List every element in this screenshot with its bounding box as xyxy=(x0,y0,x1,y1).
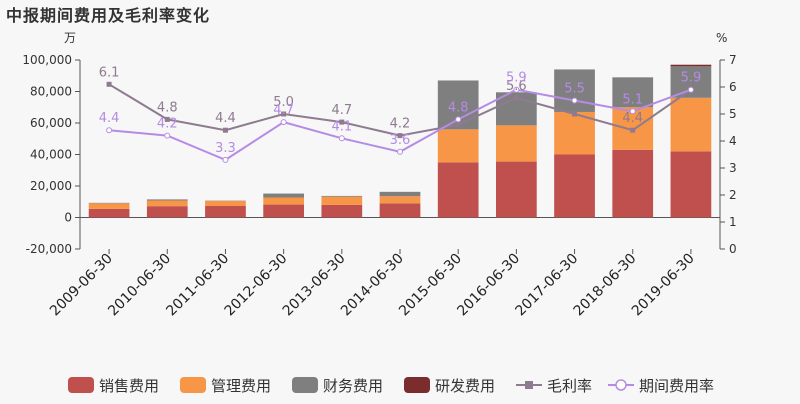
y-right-tick-label: 6 xyxy=(729,80,737,94)
bar-segment xyxy=(321,196,362,197)
legend-swatch xyxy=(404,377,430,393)
data-label: 4.2 xyxy=(157,117,178,132)
data-label: 5.5 xyxy=(564,82,585,97)
legend-item: 财务费用 xyxy=(292,377,383,395)
chart-title: 中报期间费用及毛利率变化 xyxy=(6,2,210,26)
bar-segment xyxy=(671,65,712,67)
bar-segment xyxy=(438,162,479,217)
legend-label: 研发费用 xyxy=(435,377,495,395)
legend-swatch xyxy=(180,377,206,393)
bar-segment xyxy=(89,203,130,209)
data-label: 4.1 xyxy=(331,119,352,134)
y-left-tick-label: 20,000 xyxy=(30,179,72,193)
y-left-tick-label: 40,000 xyxy=(30,148,72,162)
legend-item: 期间费用率 xyxy=(608,377,714,395)
bar-segment xyxy=(438,129,479,162)
y-left-unit: 万 xyxy=(64,31,76,45)
y-right-tick-label: 2 xyxy=(729,188,737,202)
legend-item: 管理费用 xyxy=(180,377,271,395)
y-right-tick-label: 1 xyxy=(729,215,737,229)
data-label: 3.3 xyxy=(215,141,236,156)
data-label: 4.2 xyxy=(390,117,411,132)
x-tick-label: 2019-06-30 xyxy=(629,251,698,320)
y-right-tick-label: 7 xyxy=(729,53,737,67)
y-right-tick-label: 3 xyxy=(729,161,737,175)
bar-segment xyxy=(263,205,304,218)
data-label: 4.7 xyxy=(331,103,352,118)
line-point xyxy=(572,98,577,103)
line-point xyxy=(281,120,286,125)
data-label: 4.8 xyxy=(157,100,178,115)
bar-segment xyxy=(89,209,130,218)
line-point xyxy=(165,133,170,138)
line-point xyxy=(339,136,344,141)
data-label: 4.8 xyxy=(448,100,469,115)
y-right-tick-label: 0 xyxy=(729,242,737,256)
legend: 销售费用 管理费用 财务费用 研发费用 毛利率 期间费用率 xyxy=(68,377,714,395)
line-point xyxy=(398,149,403,154)
bar-segment xyxy=(205,206,246,217)
legend-item: 销售费用 xyxy=(68,377,159,395)
bar-segment xyxy=(263,197,304,204)
legend-label: 毛利率 xyxy=(547,377,592,395)
bar-segment xyxy=(612,150,653,218)
line-point xyxy=(107,128,112,133)
legend-item: 毛利率 xyxy=(516,377,592,395)
bar-segment xyxy=(147,206,188,217)
data-label: 4.4 xyxy=(215,111,236,126)
legend-label: 期间费用率 xyxy=(639,377,714,395)
bar-segment xyxy=(147,200,188,206)
line-point xyxy=(514,95,519,100)
data-label: 5.9 xyxy=(506,71,527,86)
y-left-tick-label: 100,000 xyxy=(22,53,72,67)
y-left-tick-label: -20,000 xyxy=(26,242,72,256)
bar-segment xyxy=(380,203,421,217)
legend-swatch-marker xyxy=(525,381,533,389)
legend-swatch xyxy=(292,377,318,393)
y-left-tick-label: 60,000 xyxy=(30,116,72,130)
line-point xyxy=(572,112,577,117)
line-point xyxy=(688,87,693,92)
line-point xyxy=(630,128,635,133)
bar-segment xyxy=(496,125,537,161)
y-right-tick-label: 4 xyxy=(729,134,737,148)
bar-segment xyxy=(671,151,712,217)
bar-segment xyxy=(671,98,712,152)
data-label: 4.7 xyxy=(273,103,294,118)
legend-label: 销售费用 xyxy=(99,377,159,395)
line-point xyxy=(456,122,461,127)
bar-segment xyxy=(380,192,421,196)
y-right-unit: % xyxy=(716,31,727,45)
bar-segment xyxy=(321,197,362,205)
bar-segment xyxy=(263,194,304,198)
data-label: 4.4 xyxy=(622,111,643,126)
y-left-tick-label: 0 xyxy=(64,211,72,225)
legend-label: 财务费用 xyxy=(323,377,383,395)
data-label: 4.4 xyxy=(99,111,120,126)
data-label: 5.9 xyxy=(681,71,702,86)
legend-item: 研发费用 xyxy=(404,377,495,395)
y-left-tick-label: 80,000 xyxy=(30,85,72,99)
legend-label: 管理费用 xyxy=(211,377,271,395)
line-point xyxy=(456,117,461,122)
data-label: 6.1 xyxy=(99,65,120,80)
bar-segment xyxy=(321,205,362,218)
data-label: 3.6 xyxy=(390,133,411,148)
bar-segment xyxy=(554,155,595,218)
y-right-tick-label: 5 xyxy=(729,107,737,121)
legend-swatch xyxy=(68,377,94,393)
bar-segment xyxy=(147,199,188,200)
bar-segment xyxy=(205,201,246,206)
line-point xyxy=(107,82,112,87)
line-point xyxy=(223,128,228,133)
line-point xyxy=(223,157,228,162)
data-label: 5.1 xyxy=(622,92,643,107)
legend-swatch-marker xyxy=(616,380,626,390)
bar-segment xyxy=(496,162,537,218)
bar-segment xyxy=(380,196,421,203)
